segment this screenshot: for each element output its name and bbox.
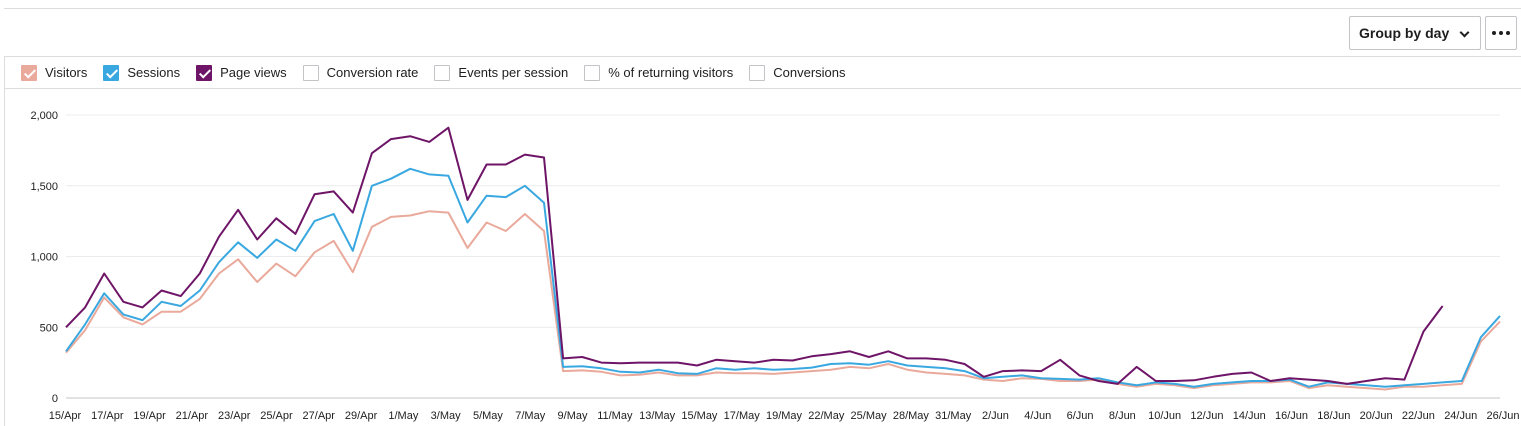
ellipsis-icon	[1492, 31, 1496, 35]
x-tick-label: 8/Jun	[1109, 410, 1136, 422]
legend-item-conversions[interactable]: Conversions	[749, 64, 846, 81]
chart-header	[4, 9, 1521, 56]
x-tick-label: 17/May	[724, 410, 761, 422]
checkbox-conversions[interactable]	[749, 64, 766, 81]
x-tick-label: 24/Jun	[1444, 410, 1477, 422]
series-line-visitors	[65, 210, 1501, 391]
x-tick-label: 2/Jun	[982, 410, 1009, 422]
x-tick-label: 3/May	[431, 410, 461, 422]
x-tick-label: 19/May	[766, 410, 803, 422]
checkbox-events-per-session[interactable]	[434, 64, 451, 81]
legend-label: Conversion rate	[326, 65, 419, 80]
x-tick-label: 31/May	[935, 410, 972, 422]
legend-label: Events per session	[458, 65, 569, 80]
ellipsis-icon-dot	[1499, 31, 1503, 35]
legend-item-page-views[interactable]: Page views	[196, 64, 287, 81]
x-tick-label: 25/Apr	[260, 410, 293, 422]
y-tick-label: 500	[40, 322, 58, 334]
checkbox-returning-visitors[interactable]	[584, 64, 601, 81]
legend-item-sessions[interactable]: Sessions	[103, 64, 181, 81]
series-line-page-views	[65, 126, 1444, 385]
group-by-select[interactable]: Group by day	[1349, 16, 1481, 50]
x-tick-label: 1/May	[388, 410, 418, 422]
x-tick-label: 22/May	[808, 410, 845, 422]
x-tick-label: 19/Apr	[133, 410, 166, 422]
series-lines	[65, 126, 1501, 391]
x-tick-label: 28/May	[893, 410, 930, 422]
more-options-button[interactable]	[1485, 16, 1517, 50]
x-tick-label: 26/Jun	[1486, 410, 1519, 422]
y-tick-label: 0	[52, 393, 58, 405]
x-tick-label: 11/May	[597, 410, 633, 422]
x-tick-label: 10/Jun	[1148, 410, 1181, 422]
legend-label: Sessions	[127, 65, 181, 80]
x-axis: 15/Apr 17/Apr 19/Apr 21/Apr 23/Apr 25/Apr 27/A…	[49, 410, 1520, 422]
ellipsis-icon-dot	[1506, 31, 1510, 35]
grid-lines	[66, 114, 1500, 399]
x-tick-label: 5/May	[473, 410, 503, 422]
x-tick-label: 21/Apr	[176, 410, 209, 422]
x-tick-label: 16/Jun	[1275, 410, 1308, 422]
legend-label: Visitors	[45, 65, 88, 80]
x-tick-label: 13/May	[639, 410, 676, 422]
x-tick-label: 6/Jun	[1067, 410, 1094, 422]
y-tick-label: 1,500	[30, 181, 58, 193]
legend-label: Page views	[220, 65, 287, 80]
y-tick-label: 1,000	[30, 252, 58, 264]
x-tick-label: 18/Jun	[1317, 410, 1350, 422]
metric-legend: Visitors Sessions Page views Conversion …	[4, 56, 1521, 89]
x-tick-label: 29/Apr	[345, 410, 378, 422]
x-tick-label: 25/May	[851, 410, 888, 422]
x-tick-label: 15/May	[681, 410, 718, 422]
x-tick-label: 4/Jun	[1024, 410, 1051, 422]
checkbox-visitors[interactable]	[21, 64, 37, 81]
y-tick-label: 2,000	[30, 110, 58, 122]
x-tick-label: 20/Jun	[1360, 410, 1393, 422]
y-axis: 0 500 1,000 1,500 2,000	[30, 110, 58, 405]
x-tick-label: 15/Apr	[49, 410, 82, 422]
legend-label: Conversions	[773, 65, 846, 80]
checkbox-page-views[interactable]	[196, 64, 213, 81]
checkbox-sessions[interactable]	[103, 64, 120, 81]
x-tick-label: 27/Apr	[303, 410, 336, 422]
legend-item-events-per-session[interactable]: Events per session	[434, 64, 569, 81]
x-tick-label: 23/Apr	[218, 410, 251, 422]
checkbox-conversion-rate[interactable]	[302, 64, 319, 81]
legend-item-visitors[interactable]: Visitors	[21, 64, 88, 81]
legend-item-returning-visitors[interactable]: % of returning visitors	[584, 64, 734, 81]
x-tick-label: 14/Jun	[1233, 410, 1266, 422]
x-tick-label: 17/Apr	[91, 410, 124, 422]
group-by-label: Group by day	[1359, 25, 1450, 41]
series-line-sessions	[65, 167, 1501, 388]
x-tick-label: 7/May	[515, 410, 545, 422]
legend-item-conversion-rate[interactable]: Conversion rate	[302, 64, 419, 81]
chart-panel	[4, 8, 1521, 426]
legend-label: % of returning visitors	[608, 65, 734, 80]
x-tick-label: 12/Jun	[1190, 410, 1223, 422]
x-tick-label: 9/May	[558, 410, 588, 422]
x-tick-label: 22/Jun	[1402, 410, 1435, 422]
